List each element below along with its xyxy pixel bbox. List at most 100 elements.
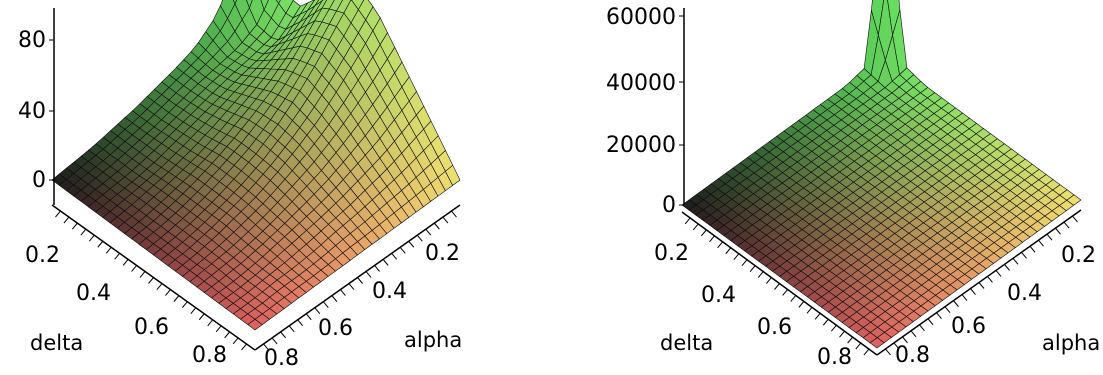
axis-minor-tick [215,325,222,333]
delta-axis-ticks [55,210,247,351]
z-tick-label: 40000 [606,71,676,96]
axis-minor-tick [749,265,756,272]
axis-minor-tick [451,210,457,218]
axis-minor-tick [782,289,789,296]
axis-minor-tick [63,216,70,224]
alpha-tick-label: 0.2 [1061,243,1096,268]
axis-minor-tick [105,246,112,254]
axis-minor-tick [442,216,449,224]
surface-mesh [51,0,461,331]
axis-minor-tick [700,229,707,237]
axis-minor-tick [80,228,87,236]
axis-minor-tick [961,294,968,301]
alpha-axis-ticks [263,210,457,351]
alpha-axis-ticks [885,215,1078,356]
axis-minor-tick [374,265,380,272]
alpha-tick-label: 0.4 [372,279,407,304]
axis-minor-tick [156,283,163,290]
axis-minor-tick [847,336,854,344]
delta-tick-label: 0.6 [134,315,169,340]
axis-minor-tick [241,343,247,351]
axis-minor-tick [774,283,780,290]
axis-minor-tick [190,307,197,315]
axis-minor-tick [1055,227,1061,235]
axis-minor-tick [953,300,959,307]
axis-minor-tick [173,295,180,302]
z-tick-label: 60000 [606,5,676,30]
z-tick-label: 40 [18,99,46,124]
axis-minor-tick [340,289,346,296]
axis-minor-tick [927,318,934,326]
axis-minor-tick [1038,239,1044,247]
axis-minor-tick [806,307,813,314]
axis-minor-tick [365,271,372,278]
axis-minor-tick [207,319,214,327]
axis-minor-tick [1021,251,1027,259]
axes: 60000 40000 20000 0 0.2 0.4 0.6 0.8 delt… [606,5,1100,370]
axis-minor-tick [1012,258,1019,265]
axis-minor-tick [181,301,188,308]
alpha-tick-label: 0.8 [264,346,299,371]
delta-axis-label: delta [660,331,713,355]
axis-minor-tick [741,259,748,266]
alpha-tick-label: 0.4 [1007,281,1042,306]
surface-plot-right: 60000 40000 20000 0 0.2 0.4 0.6 0.8 delt… [551,0,1103,375]
axis-minor-tick [408,240,415,248]
axis-minor-tick [88,234,95,242]
axis-minor-tick [692,223,699,231]
axis-minor-tick [987,276,993,283]
axis-minor-tick [978,282,985,289]
axis-minor-tick [357,277,363,284]
axis-minor-tick [71,222,78,230]
axis-minor-tick [382,259,389,266]
axis-minor-tick [322,301,329,308]
axis-minor-tick [391,253,398,260]
axis-minor-tick [725,247,732,255]
axis-minor-tick [348,283,355,290]
axis-minor-tick [97,240,104,248]
axis-minor-tick [399,246,406,254]
z-tick-label: 0 [662,193,676,218]
axis-minor-tick [910,330,917,338]
axis-minor-tick [970,288,976,295]
axis-minor-tick [148,277,154,284]
axis-minor-tick [814,312,821,320]
delta-tick-label: 0.4 [701,283,736,308]
axis-minor-tick [280,331,287,339]
delta-tick-label: 0.8 [817,345,852,370]
axis-minor-tick [790,295,797,302]
alpha-tick-label: 0.6 [951,314,986,339]
axis-minor-tick [314,307,321,315]
surface-plot-right-svg: 60000 40000 20000 0 0.2 0.4 0.6 0.8 delt… [606,0,1100,370]
delta-axis-label: delta [30,331,83,355]
axis-minor-tick [1029,245,1036,253]
axis-minor-tick [709,235,715,243]
axis-minor-tick [297,319,304,327]
surface-cell [445,164,461,186]
surface-cell [1066,194,1082,206]
axis-minor-tick [944,306,951,313]
delta-tick-label: 0.6 [757,315,792,340]
alpha-axis-label: alpha [1042,331,1100,355]
axis-minor-tick [122,259,129,266]
alpha-tick-label: 0.6 [318,316,353,341]
z-tick-label: 20000 [606,133,676,158]
delta-tick-label: 0.2 [25,243,60,268]
axis-minor-tick [798,301,805,308]
axis-minor-tick [863,348,870,356]
z-tick-label: 0 [32,168,46,193]
surface-plot-left-svg: 80 40 0 0.2 0.4 0.6 0.8 delta 0.2 0.4 0.… [18,0,462,371]
axis-minor-tick [902,336,908,344]
axis-minor-tick [765,277,772,284]
axis-minor-tick [893,342,900,350]
axis-minor-tick [717,241,724,249]
axis-minor-tick [830,324,837,332]
axis-minor-tick [224,331,231,339]
axis-minor-tick [114,253,121,260]
axis-minor-tick [885,348,891,356]
alpha-tick-label: 0.8 [895,343,930,368]
delta-tick-label: 0.8 [192,343,227,368]
delta-axis-ticks [684,217,870,356]
axis-minor-tick [288,325,295,333]
axis-minor-tick [416,234,423,242]
